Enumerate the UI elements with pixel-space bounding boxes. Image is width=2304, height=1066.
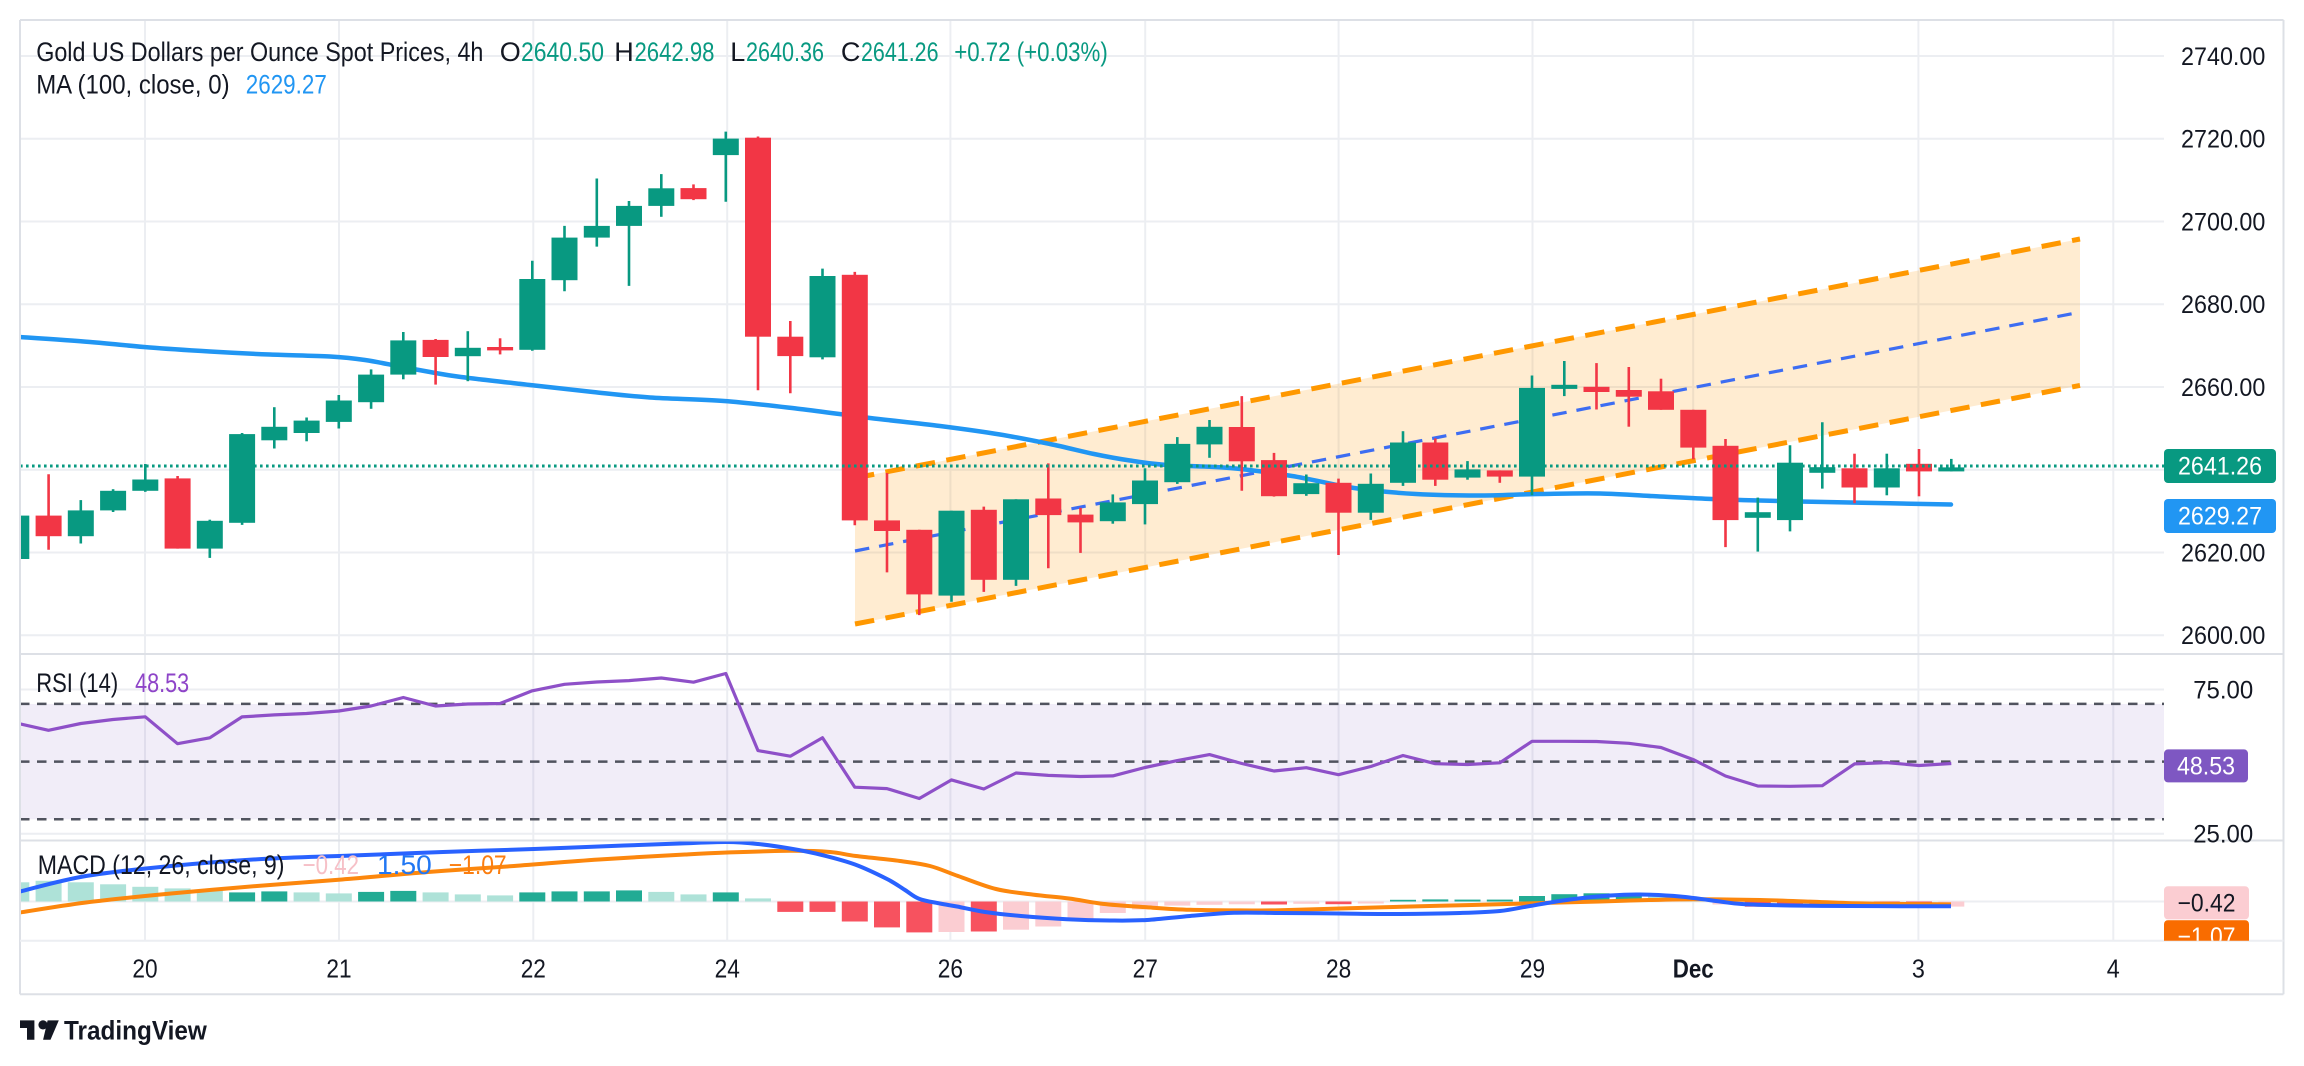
svg-text:28: 28: [1326, 954, 1351, 984]
svg-text:1.50: 1.50: [377, 850, 432, 880]
svg-text:MA (100, close, 0): MA (100, close, 0): [36, 70, 229, 100]
svg-text:22: 22: [521, 954, 546, 984]
svg-text:3: 3: [1912, 954, 1925, 984]
svg-text:2640.50: 2640.50: [521, 37, 604, 67]
svg-text:L: L: [730, 37, 745, 67]
svg-text:−1.07: −1.07: [2178, 923, 2236, 951]
svg-text:26: 26: [938, 954, 963, 984]
svg-text:TradingView: TradingView: [64, 1016, 208, 1046]
svg-text:2641.26: 2641.26: [2178, 453, 2262, 481]
svg-text:−1.07: −1.07: [449, 850, 507, 880]
svg-text:C: C: [841, 37, 861, 67]
svg-text:75.00: 75.00: [2193, 676, 2253, 704]
svg-text:2720.00: 2720.00: [2181, 126, 2265, 154]
svg-text:2600.00: 2600.00: [2181, 622, 2265, 650]
svg-text:2620.00: 2620.00: [2181, 539, 2265, 567]
svg-text:−0.42: −0.42: [2178, 889, 2236, 917]
svg-text:2641.26: 2641.26: [861, 37, 939, 67]
svg-text:20: 20: [132, 954, 157, 984]
svg-text:−0.42: −0.42: [303, 850, 359, 880]
svg-text:2700.00: 2700.00: [2181, 208, 2265, 236]
svg-text:2640.36: 2640.36: [746, 37, 824, 67]
svg-text:48.53: 48.53: [135, 668, 189, 698]
svg-text:2740.00: 2740.00: [2181, 43, 2265, 71]
svg-text:27: 27: [1133, 954, 1158, 984]
svg-text:2629.27: 2629.27: [246, 70, 327, 100]
svg-text:25.00: 25.00: [2193, 821, 2253, 849]
svg-text:4: 4: [2107, 954, 2120, 984]
svg-text:Dec: Dec: [1673, 954, 1714, 984]
svg-text:2680.00: 2680.00: [2181, 291, 2265, 319]
svg-text:H: H: [614, 37, 634, 67]
svg-text:Gold US Dollars per Ounce Spot: Gold US Dollars per Ounce Spot Prices, 4…: [36, 37, 483, 67]
svg-text:48.53: 48.53: [2177, 752, 2235, 780]
svg-text:2629.27: 2629.27: [2178, 503, 2262, 531]
svg-text:29: 29: [1520, 954, 1545, 984]
svg-text:MACD (12, 26, close, 9): MACD (12, 26, close, 9): [38, 850, 285, 880]
svg-text:O: O: [500, 37, 521, 67]
svg-text:24: 24: [715, 954, 740, 984]
svg-text:2660.00: 2660.00: [2181, 374, 2265, 402]
svg-text:RSI (14): RSI (14): [36, 668, 118, 698]
svg-text:+0.72 (+0.03%): +0.72 (+0.03%): [954, 37, 1108, 67]
svg-text:2642.98: 2642.98: [635, 37, 715, 67]
svg-text:21: 21: [326, 954, 351, 984]
